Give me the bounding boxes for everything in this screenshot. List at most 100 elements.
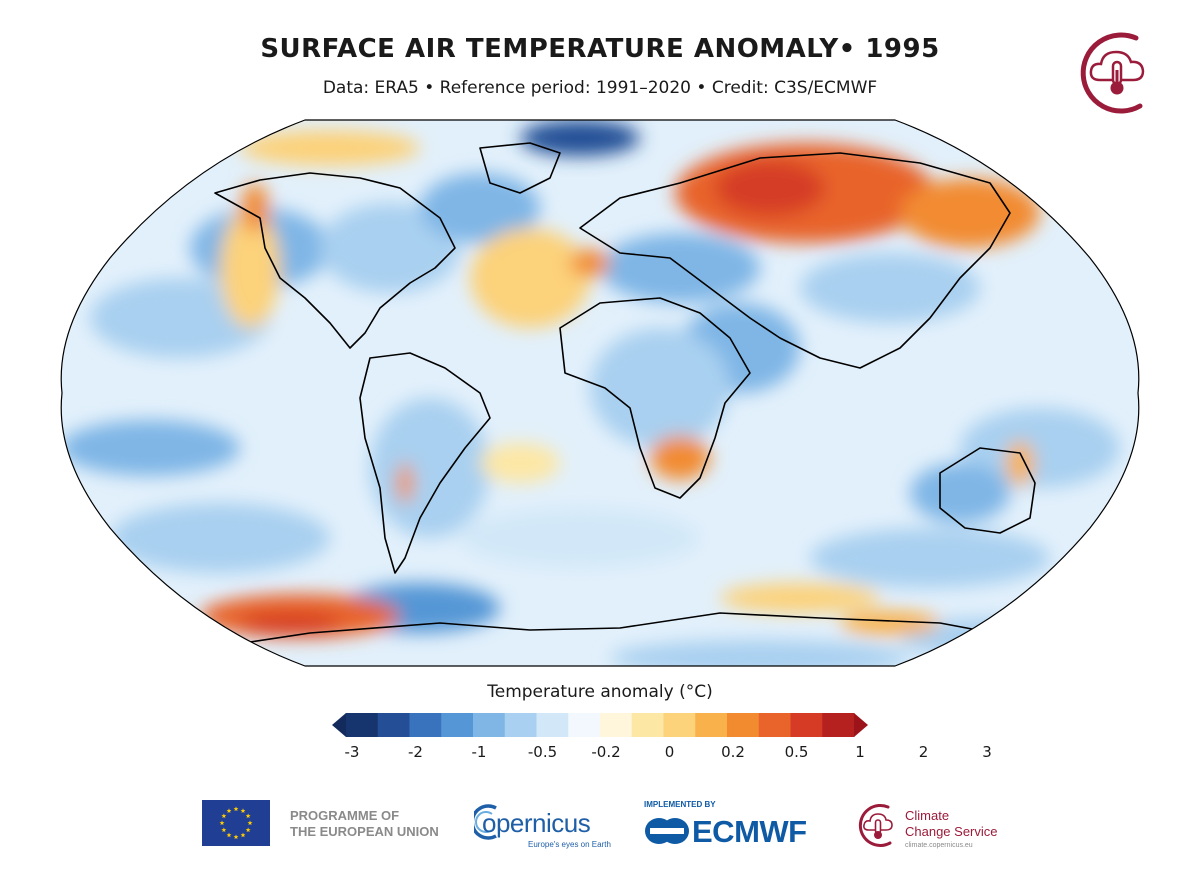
africa-coast [559,297,751,499]
anomaly-region [610,640,910,666]
colorbar-segment [790,713,823,737]
anomaly-region [370,398,490,538]
anomaly-region [220,208,280,328]
anomaly-region [240,130,420,166]
colorbar-tick-label: -0.5 [527,743,558,761]
colorbar-segment [695,713,728,737]
anomaly-region [570,249,610,277]
eurasia-coast [579,152,1011,369]
eu-star-icon [240,832,246,838]
copernicus-wordmark: opernicus [482,808,591,838]
colorbar-segment [727,713,760,737]
greenland-coast [479,142,561,194]
c3s-line-1: Climate [905,808,950,823]
south-america-coast [359,352,491,574]
colorbar-tick-label: -0.2 [591,743,621,761]
ecmwf-logo: IMPLEMENTED BY ECMWF [640,798,830,852]
colorbar-segment [441,713,474,737]
colorbar-segment [631,713,664,737]
anomaly-region [397,463,413,503]
colorbar-segment [504,713,537,737]
anomaly-region [470,228,590,328]
eu-programme-text: PROGRAMME OF THE EUROPEAN UNION [290,808,439,840]
world-anomaly-map [60,119,1140,667]
copernicus-tagline: Europe's eyes on Earth [528,840,611,849]
ecmwf-wordmark: ECMWF [692,814,807,849]
colorbar-segment [568,713,601,737]
anomaly-region [650,436,710,480]
anomaly-region [480,443,560,483]
anomaly-region [241,183,269,233]
copernicus-logo: opernicus Europe's eyes on Earth [474,798,611,852]
anomaly-region [320,203,460,293]
anomaly-region [720,583,880,613]
colorbar [332,713,868,737]
colorbar-extend-low [332,713,346,737]
antarctica-coast [209,612,1021,649]
anomaly-region [520,120,640,156]
coastlines [209,142,1036,649]
colorbar-tick-label: -1 [471,743,487,761]
eu-star-icon [221,827,227,833]
map-title: SURFACE AIR TEMPERATURE ANOMALY• 1995 [260,34,940,64]
eu-line-1: PROGRAMME OF [290,808,400,823]
eu-star-icon [233,834,239,840]
anomaly-region [240,613,340,633]
footer-logos: PROGRAMME OF THE EUROPEAN UNION opernicu… [0,796,1200,856]
colorbar-segment [346,713,379,737]
ecmwf-implemented-by: IMPLEMENTED BY [644,800,716,809]
anomaly-region [61,420,240,476]
eu-flag-icon [202,800,270,846]
colorbar-segment [377,713,410,737]
colorbar-tick-label: 0.5 [784,743,809,761]
anomaly-region [810,528,1050,588]
eu-line-2: THE EUROPEAN UNION [290,824,439,839]
colorbar-title: Temperature anomaly (°C) [487,682,713,702]
colorbar-tick-label: 3 [982,743,992,761]
eu-star-icon [226,832,232,838]
eu-star-icon [233,806,239,812]
colorbar-extend-high [854,713,868,737]
colorbar-tick-label: 0 [664,743,675,761]
eu-star-icon [221,813,227,819]
anomaly-region [600,233,760,303]
eu-star-icon [226,808,232,813]
c3s-line-2: Change Service [905,824,998,839]
colorbar-segment [473,713,506,737]
colorbar-tick-label: -2 [408,743,423,761]
colorbar-segment [536,713,569,737]
copernicus-c-icon [474,804,497,840]
anomaly-region [1006,441,1034,485]
map-subtitle: Data: ERA5 • Reference period: 1991–2020… [322,78,878,98]
colorbar-segment [600,713,633,737]
colorbar-ticks: -3 -2 -1 -0.5 -0.2 0 0.2 0.5 1 2 3 [0,743,1200,765]
anomaly-region [960,408,1120,488]
colorbar-tick-label: 1 [855,743,865,761]
anomaly-region [910,463,1010,523]
ecmwf-wave-icon [645,818,689,844]
colorbar-segment [758,713,791,737]
anomaly-region [460,508,700,568]
anomaly-region [590,328,730,448]
eu-star-icon [245,827,251,833]
colorbar-tick-label: 0.2 [721,743,745,761]
eu-star-icon [219,820,225,826]
c3s-logo: Climate Change Service climate.copernicu… [855,798,1015,852]
eu-star-icon [247,820,253,826]
colorbar-segment [409,713,442,737]
eu-star-icon [240,808,246,813]
anomaly-region [840,611,940,635]
anomaly-region [800,253,980,323]
north-america-coast [214,172,456,349]
c3s-url: climate.copernicus.eu [905,842,973,849]
eu-star-icon [245,813,251,819]
colorbar-segment [822,713,855,737]
c3s-thermometer-cloud-icon [1080,32,1145,114]
colorbar-segment [663,713,696,737]
colorbar-tick-label: 2 [918,743,929,761]
anomaly-region [900,178,1040,248]
australia-coast [939,447,1036,534]
colorbar-tick-label: -3 [344,743,360,761]
anomaly-region [715,160,825,216]
c3s-small-icon [858,803,893,847]
